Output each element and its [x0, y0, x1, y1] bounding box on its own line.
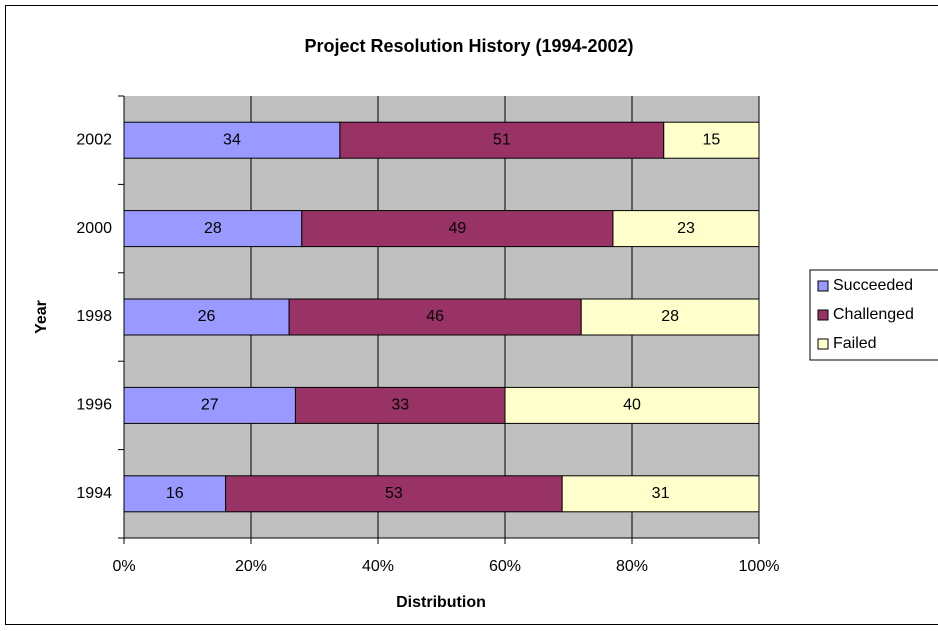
legend-label: Succeeded: [833, 277, 913, 294]
y-tick-label: 1994: [76, 485, 112, 502]
data-label: 33: [391, 397, 409, 414]
legend-box: [809, 269, 938, 361]
legend-swatch: [817, 280, 829, 292]
bar-segment: [663, 121, 760, 159]
x-tick-label: 100%: [739, 558, 780, 575]
x-tick-label: 40%: [362, 558, 394, 575]
bar-segment: [123, 210, 303, 248]
bar-segment: [123, 298, 290, 336]
bar-segment: [504, 386, 760, 424]
x-tick-label: 0%: [112, 558, 135, 575]
data-label: 34: [223, 131, 241, 148]
data-label: 51: [493, 131, 511, 148]
bar-segment: [561, 475, 760, 513]
x-tick-label: 20%: [235, 558, 267, 575]
data-label: 53: [385, 485, 403, 502]
y-tick-label: 2002: [76, 131, 112, 148]
bar-segment: [294, 386, 506, 424]
y-axis-label: Year: [33, 300, 50, 334]
data-label: 40: [623, 397, 641, 414]
y-tick-label: 1996: [76, 397, 112, 414]
bar-segment: [123, 121, 341, 159]
y-tick-label: 2000: [76, 220, 112, 237]
x-tick-label: 60%: [489, 558, 521, 575]
data-label: 15: [702, 131, 720, 148]
bar-segment: [339, 121, 665, 159]
x-tick-label: 80%: [616, 558, 648, 575]
data-label: 27: [201, 397, 219, 414]
legend-label: Failed: [833, 335, 877, 352]
data-label: 28: [661, 308, 679, 325]
data-label: 23: [677, 220, 695, 237]
data-label: 31: [652, 485, 670, 502]
legend-swatch: [817, 338, 829, 350]
x-axis-label: Distribution: [396, 594, 486, 611]
y-tick-label: 1998: [76, 308, 112, 325]
legend-swatch: [817, 309, 829, 321]
data-label: 49: [448, 220, 466, 237]
bar-segment: [288, 298, 582, 336]
data-label: 28: [204, 220, 222, 237]
legend-label: Challenged: [833, 306, 914, 323]
bar-segment: [580, 298, 760, 336]
data-label: 46: [426, 308, 444, 325]
bar-segment: [301, 210, 614, 248]
chart-title: Project Resolution History (1994-2002): [304, 36, 633, 56]
data-label: 16: [166, 485, 184, 502]
bar-segment: [612, 210, 760, 248]
data-label: 26: [198, 308, 216, 325]
bar-segment: [123, 386, 296, 424]
